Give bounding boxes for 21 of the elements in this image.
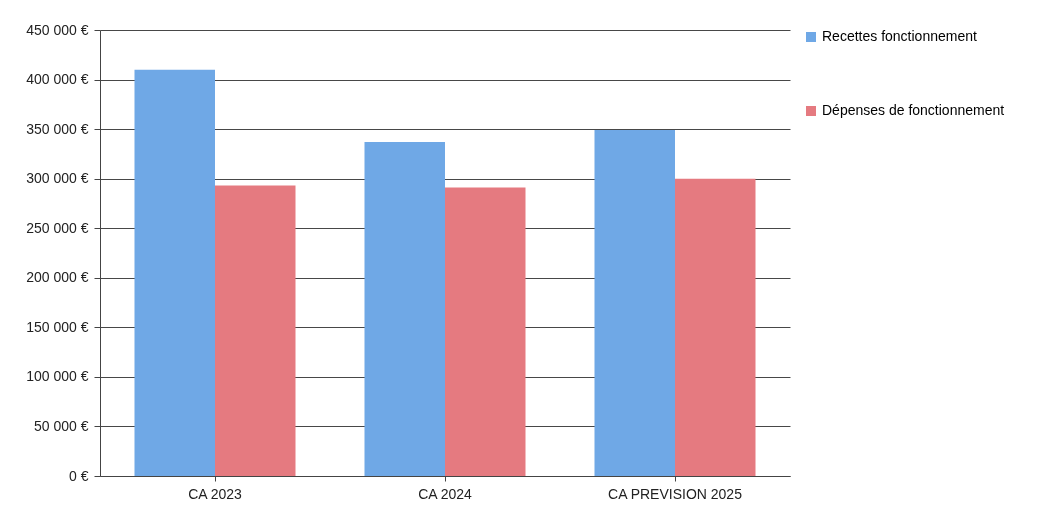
y-tick-label: 400 000 €: [26, 71, 89, 88]
y-tick-label: 300 000 €: [26, 170, 89, 187]
x-tick-label: CA 2024: [418, 485, 473, 502]
x-tick-label: CA 2023: [188, 485, 243, 502]
y-tick-label: 200 000 €: [26, 269, 89, 286]
y-tick-label: 350 000 €: [26, 120, 89, 137]
y-tick-label: 100 000 €: [26, 368, 89, 385]
bar: [215, 185, 296, 476]
y-tick-label: 450 000 €: [26, 21, 89, 38]
y-tick-label: 0 €: [69, 467, 89, 484]
x-tick-label: CA PREVISION 2025: [608, 485, 743, 502]
bar: [364, 142, 445, 476]
bar: [675, 178, 756, 476]
legend-label: Dépenses de fonctionnement: [822, 102, 1005, 118]
y-tick-label: 150 000 €: [26, 318, 89, 335]
bar: [594, 130, 675, 476]
y-tick-label: 250 000 €: [26, 219, 89, 236]
y-tick-label: 50 000 €: [34, 417, 89, 434]
bar: [134, 69, 215, 476]
legend-label: Recettes fonctionnement: [822, 28, 977, 44]
bar: [445, 187, 526, 476]
